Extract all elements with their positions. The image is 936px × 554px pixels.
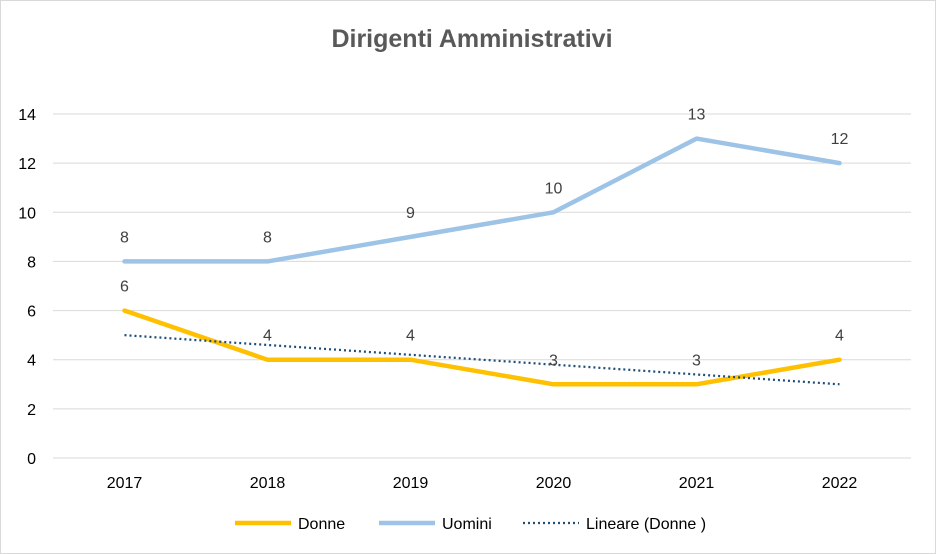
data-labels: 6 4 4 3 3 4 8 8 9 10 13 12 bbox=[120, 107, 848, 370]
y-tick-label: 14 bbox=[18, 107, 36, 124]
y-tick-label: 0 bbox=[27, 451, 36, 468]
legend-item-trend: Lineare (Donne ) bbox=[523, 516, 706, 533]
y-tick-label: 12 bbox=[18, 156, 36, 173]
legend-label-trend: Lineare (Donne ) bbox=[586, 516, 706, 533]
x-tick-label: 2018 bbox=[250, 475, 286, 492]
y-tick-label: 8 bbox=[27, 254, 36, 271]
data-label-uomini: 10 bbox=[545, 180, 563, 197]
data-label-donne: 4 bbox=[263, 328, 272, 345]
data-label-uomini: 13 bbox=[688, 107, 706, 124]
legend-item-uomini: Uomini bbox=[379, 516, 492, 533]
x-tick-label: 2019 bbox=[393, 475, 429, 492]
axes: 0 2 4 6 8 10 12 14 2017 2018 2019 2020 2021 2022 bbox=[18, 107, 857, 492]
data-label-donne: 4 bbox=[835, 328, 844, 345]
data-label-donne: 4 bbox=[406, 328, 415, 345]
legend: Donne Uomini Lineare (Donne ) bbox=[235, 516, 706, 533]
gridlines bbox=[53, 113, 911, 459]
legend-label-uomini: Uomini bbox=[442, 516, 492, 533]
data-label-donne: 3 bbox=[692, 352, 701, 369]
series-line-uomini bbox=[122, 136, 842, 264]
y-tick-label: 6 bbox=[27, 304, 36, 321]
x-tick-label: 2022 bbox=[822, 475, 858, 492]
data-label-donne: 6 bbox=[120, 279, 129, 296]
data-label-uomini: 8 bbox=[120, 229, 129, 246]
chart-title: Dirigenti Amministrativi bbox=[331, 25, 612, 53]
y-tick-label: 4 bbox=[27, 353, 36, 370]
x-tick-label: 2017 bbox=[107, 475, 143, 492]
data-label-uomini: 8 bbox=[263, 229, 272, 246]
data-label-uomini: 12 bbox=[831, 131, 849, 148]
data-label-uomini: 9 bbox=[406, 205, 415, 222]
series-lines bbox=[122, 136, 842, 387]
x-tick-label: 2021 bbox=[679, 475, 715, 492]
series-line-donne bbox=[122, 308, 842, 387]
data-label-donne: 3 bbox=[549, 352, 558, 369]
legend-label-donne: Donne bbox=[298, 516, 345, 533]
y-tick-label: 2 bbox=[27, 402, 36, 419]
y-tick-label: 10 bbox=[18, 205, 36, 222]
legend-item-donne: Donne bbox=[235, 516, 345, 533]
x-tick-label: 2020 bbox=[536, 475, 572, 492]
